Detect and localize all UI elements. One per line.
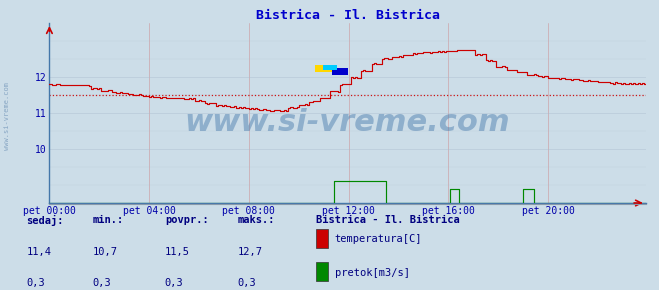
Text: 0,3: 0,3 [237, 278, 256, 288]
Bar [331, 68, 348, 75]
Text: 0,3: 0,3 [92, 278, 111, 288]
Text: 11,5: 11,5 [165, 246, 190, 256]
Text: 0,3: 0,3 [26, 278, 45, 288]
Text: pretok[m3/s]: pretok[m3/s] [335, 268, 410, 278]
Text: 11,4: 11,4 [26, 246, 51, 256]
Text: sedaj:: sedaj: [26, 215, 64, 226]
Text: Bistrica - Il. Bistrica: Bistrica - Il. Bistrica [316, 215, 460, 224]
Bar [315, 65, 331, 72]
Text: www.si-vreme.com: www.si-vreme.com [185, 108, 511, 137]
Text: temperatura[C]: temperatura[C] [335, 234, 422, 244]
Text: 10,7: 10,7 [92, 246, 117, 256]
Text: 12,7: 12,7 [237, 246, 262, 256]
Text: maks.:: maks.: [237, 215, 275, 224]
Text: min.:: min.: [92, 215, 123, 224]
Title: Bistrica - Il. Bistrica: Bistrica - Il. Bistrica [256, 9, 440, 22]
Text: 0,3: 0,3 [165, 278, 183, 288]
Text: povpr.:: povpr.: [165, 215, 208, 224]
Text: www.si-vreme.com: www.si-vreme.com [3, 82, 10, 150]
Bar [323, 65, 337, 70]
